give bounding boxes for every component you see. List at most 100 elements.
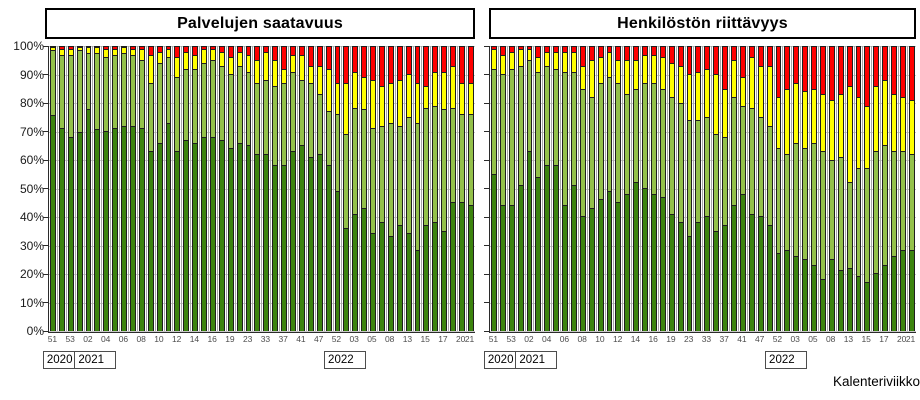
segment-yellow — [909, 100, 914, 155]
stacked-bar — [873, 46, 880, 331]
bar-week — [622, 46, 631, 331]
segment-dark_green — [95, 130, 100, 331]
stacked-bar — [775, 46, 782, 331]
segment-dark_green — [500, 206, 505, 331]
segment-yellow — [660, 58, 665, 90]
stacked-bar — [352, 46, 359, 331]
segment-dark_green — [589, 208, 594, 331]
segment-red — [794, 47, 799, 84]
stacked-bar — [766, 46, 773, 331]
x-tick-label: 17 — [438, 334, 448, 344]
segment-light_green — [785, 154, 790, 252]
segment-red — [518, 47, 523, 50]
segment-dark_green — [900, 251, 905, 331]
bar-week — [782, 46, 791, 331]
segment-red — [211, 47, 215, 50]
segment-light_green — [723, 137, 728, 226]
x-tick-label: 10 — [595, 334, 605, 344]
stacked-bar — [571, 46, 577, 331]
segment-yellow — [767, 66, 772, 127]
segment-red — [371, 47, 375, 82]
segment-yellow — [202, 49, 207, 65]
segment-red — [643, 47, 648, 56]
x-tick-label: 03 — [790, 334, 800, 344]
segment-yellow — [184, 52, 189, 70]
x-tick-label: 12 — [171, 334, 182, 344]
segment-red — [433, 47, 438, 73]
segment-dark_green — [909, 251, 914, 331]
segment-red — [714, 47, 719, 76]
segment-dark_green — [362, 208, 367, 331]
bar-week — [604, 46, 614, 331]
x-tick-label: 08 — [384, 334, 395, 344]
bar-week-23 — [243, 46, 253, 331]
bar-week-20 — [897, 46, 907, 331]
segment-light_green — [433, 106, 438, 224]
bar-week-33 — [702, 46, 711, 331]
x-tick-label: 04 — [100, 334, 111, 344]
segment-yellow — [856, 98, 861, 170]
bar-week-17 — [439, 46, 448, 331]
segment-light_green — [607, 78, 612, 192]
segment-dark_green — [379, 223, 384, 331]
segment-red — [104, 47, 109, 50]
stacked-bar — [467, 46, 474, 331]
segment-dark_green — [812, 265, 816, 331]
stacked-bar — [899, 46, 906, 331]
bar-week — [359, 46, 368, 331]
segment-dark_green — [317, 154, 322, 331]
y-axis-tick — [43, 159, 49, 161]
x-tick-label: 15 — [861, 334, 871, 344]
segment-dark_green — [282, 166, 287, 331]
stacked-bar — [121, 46, 128, 331]
segment-yellow — [634, 61, 639, 90]
segment-yellow — [397, 81, 402, 127]
segment-red — [607, 47, 612, 53]
segment-dark_green — [344, 228, 349, 331]
segment-red — [59, 47, 64, 50]
segment-red — [308, 47, 313, 67]
segment-light_green — [518, 66, 523, 187]
segment-red — [625, 47, 630, 62]
y-axis-tick — [43, 245, 49, 247]
segment-red — [157, 47, 162, 53]
y-axis-tick — [484, 188, 490, 190]
x-tick-label: 51 — [47, 334, 58, 344]
segment-dark_green — [353, 214, 358, 331]
segment-light_green — [500, 75, 505, 207]
segment-light_green — [362, 109, 367, 209]
stacked-bar — [855, 46, 862, 331]
bar-week-19 — [666, 46, 676, 331]
plot-availability — [43, 45, 475, 333]
y-axis-labels: 100% 90% 80% 70% 60% 50% 40% 30% 20% 10% 0% — [0, 39, 44, 338]
segment-dark_green — [803, 260, 808, 331]
stacked-bar — [67, 46, 74, 331]
stacked-bar — [263, 46, 270, 331]
segment-red — [113, 47, 118, 50]
segment-light_green — [767, 126, 772, 226]
segment-dark_green — [723, 225, 728, 331]
stacked-bar — [624, 46, 631, 331]
segment-light_green — [803, 149, 808, 260]
segment-red — [500, 47, 505, 56]
stacked-bar — [668, 46, 675, 331]
bar-week-04 — [101, 46, 110, 331]
x-tick-label: 13 — [402, 334, 413, 344]
segment-yellow — [442, 72, 447, 110]
segment-red — [122, 47, 127, 48]
bar-week — [729, 46, 738, 331]
bar-week — [92, 46, 101, 331]
segment-light_green — [776, 149, 781, 255]
segment-dark_green — [794, 257, 799, 331]
segment-yellow — [669, 64, 674, 99]
bar-week-08 — [385, 46, 395, 331]
segment-dark_green — [424, 225, 429, 331]
segment-yellow — [273, 61, 278, 87]
stacked-bar — [499, 46, 506, 331]
segment-yellow — [148, 55, 153, 84]
segment-yellow — [433, 72, 438, 107]
bar-week-06 — [560, 46, 569, 331]
segment-dark_green — [451, 203, 455, 331]
segment-dark_green — [616, 203, 621, 331]
x-tick-label: 08 — [136, 334, 146, 344]
